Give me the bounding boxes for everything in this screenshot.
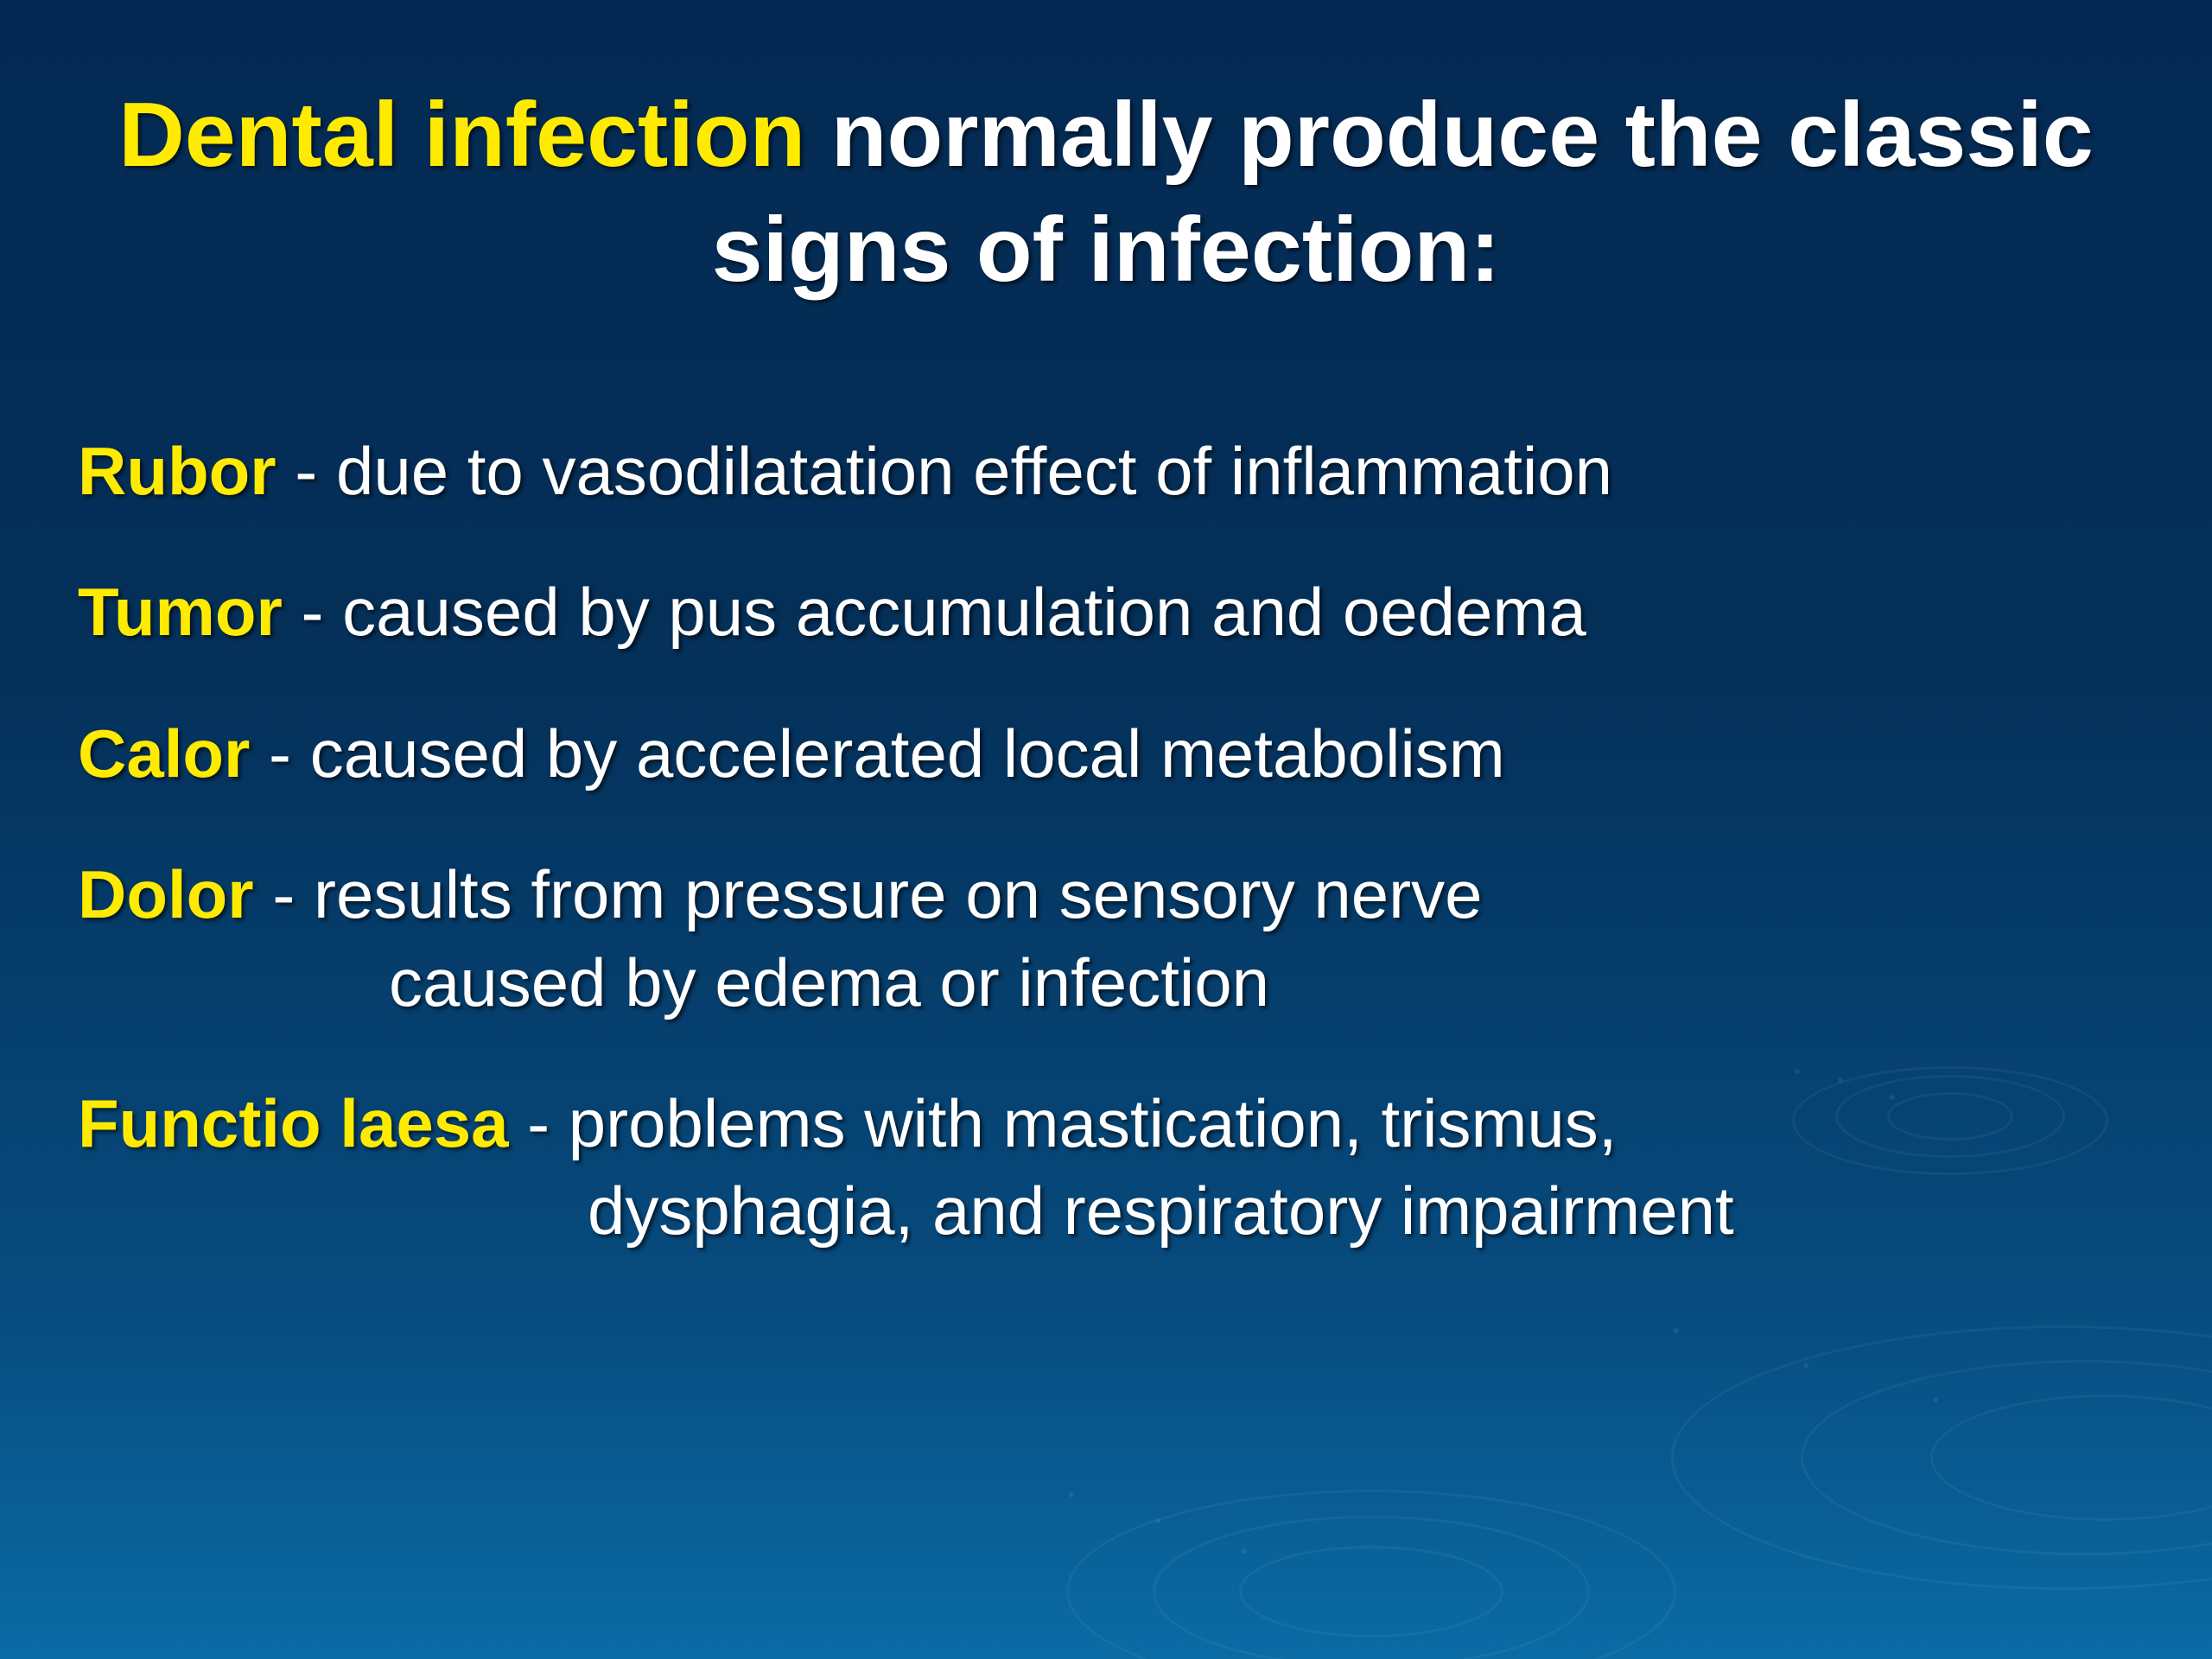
title-rest: normally produce the classic signs of in…	[712, 84, 2094, 301]
list-item: Tumor - caused by pus accumulation and o…	[78, 569, 2134, 656]
desc: - results from pressure on sensory nerve	[254, 856, 1483, 932]
ripple-decoration	[1066, 1490, 1676, 1659]
title-highlight: Dental infection	[118, 84, 805, 186]
desc: - caused by accelerated local metabolism	[250, 715, 1504, 791]
list-item: Functio laesa - problems with masticatio…	[78, 1080, 2134, 1255]
term-rubor: Rubor	[78, 433, 276, 509]
list-item: Calor - caused by accelerated local meta…	[78, 710, 2134, 798]
slide-title: Dental infection normally produce the cl…	[69, 78, 2143, 307]
desc-continuation: caused by edema or infection	[78, 939, 2134, 1027]
ripple-decoration	[1239, 1546, 1503, 1637]
term-functio-laesa: Functio laesa	[78, 1085, 508, 1161]
ripple-decoration	[1671, 1325, 2212, 1590]
slide: Dental infection normally produce the cl…	[0, 0, 2212, 1659]
list-item: Dolor - results from pressure on sensory…	[78, 851, 2134, 1027]
list-item: Rubor - due to vasodilatation effect of …	[78, 428, 2134, 515]
term-dolor: Dolor	[78, 856, 254, 932]
desc: - due to vasodilatation effect of inflam…	[276, 433, 1612, 509]
desc: - problems with mastication, trismus,	[508, 1085, 1617, 1161]
ripple-decoration	[1153, 1516, 1590, 1659]
term-tumor: Tumor	[78, 574, 283, 650]
ripple-decoration	[1930, 1395, 2212, 1521]
desc: - caused by pus accumulation and oedema	[283, 574, 1586, 650]
signs-list: Rubor - due to vasodilatation effect of …	[69, 428, 2143, 1255]
term-calor: Calor	[78, 715, 250, 791]
desc-continuation: dysphagia, and respiratory impairment	[78, 1167, 2134, 1255]
ripple-decoration	[1801, 1360, 2212, 1555]
